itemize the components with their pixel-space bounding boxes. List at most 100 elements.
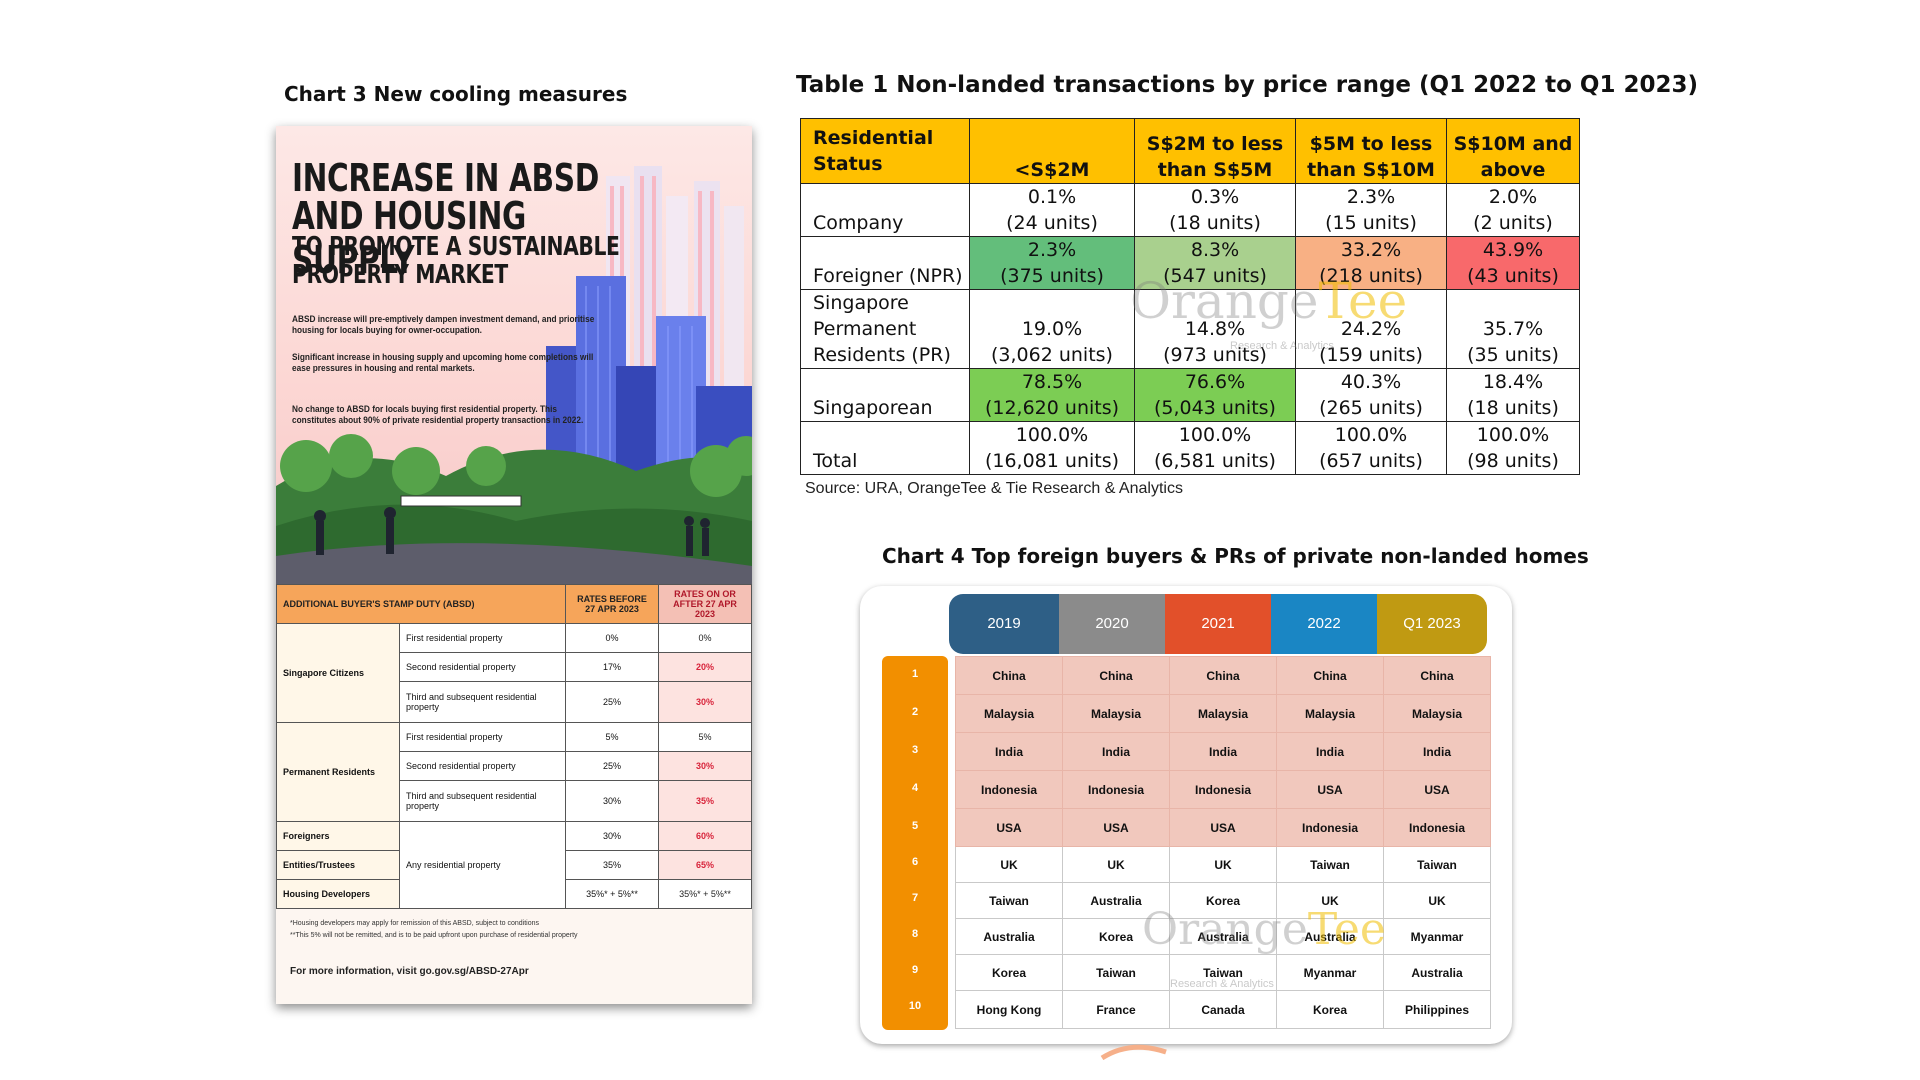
cell-units: (16,081 units): [984, 450, 1120, 472]
country-cell: UK: [955, 846, 1063, 883]
rank: 1: [911, 668, 919, 680]
cell-units: (657 units): [1319, 450, 1423, 472]
row-label: Foreigner (NPR): [800, 236, 970, 290]
country-cell: Korea: [1062, 918, 1170, 955]
country-cell: Canada: [1169, 990, 1277, 1029]
ranking-row: China China China China China: [955, 656, 1491, 695]
cell-pct: 2.3%: [1346, 186, 1396, 208]
poster-paragraph-3: No change to ABSD for locals buying firs…: [292, 404, 584, 425]
country-cell: China: [1062, 656, 1170, 695]
cell: 35.7% (35 units): [1446, 289, 1580, 369]
table1-header-col4: S$10M and above: [1446, 118, 1580, 184]
absd-property: First residential property: [399, 623, 566, 653]
top-foreign-buyers-chart: 2019 2020 2021 2022 Q1 2023 1 2 3 4 5 6 …: [860, 586, 1512, 1044]
country-cell: Myanmar: [1383, 918, 1491, 955]
country-cell: Indonesia: [1383, 808, 1491, 847]
country-cell: Taiwan: [1169, 954, 1277, 991]
cell: 2.0% (2 units): [1446, 183, 1580, 237]
absd-rate-before: 35%: [565, 850, 659, 880]
absd-rate-after: 20%: [658, 652, 752, 682]
cell-units: (2 units): [1473, 212, 1553, 234]
more-info: For more information, visit go.gov.sg/AB…: [290, 966, 529, 977]
rank: 5: [911, 820, 919, 832]
orangetee-watermark: OrangeTee: [1130, 272, 1407, 330]
country-cell: UK: [1169, 846, 1277, 883]
country-cell: Indonesia: [1062, 770, 1170, 809]
country-cell: UK: [1062, 846, 1170, 883]
country-cell: China: [1169, 656, 1277, 695]
watermark-subtitle: Research & Analytics: [1230, 340, 1334, 352]
table1-header-status: Residential Status: [800, 118, 970, 184]
transactions-table: Residential Status <S$2M S$2M to less th…: [800, 118, 1580, 475]
year-2022: 2022: [1271, 594, 1377, 654]
cell: 78.5% (12,620 units): [969, 368, 1135, 422]
country-cell: USA: [1383, 770, 1491, 809]
cell-units: (12,620 units): [984, 397, 1120, 419]
year-q1-2023: Q1 2023: [1377, 594, 1487, 654]
absd-header-before: RATES BEFORE 27 APR 2023: [565, 584, 659, 624]
absd-rate-before: 0%: [565, 623, 659, 653]
country-ranking-grid: China China China China China Malaysia M…: [955, 656, 1491, 1029]
poster-headline-1: INCREASE IN ABSD: [292, 156, 599, 200]
absd-poster: INCREASE IN ABSD AND HOUSING SUPPLY TO P…: [276, 126, 752, 1004]
cell: 19.0% (3,062 units): [969, 289, 1135, 369]
cell-pct: 14.8%: [1184, 318, 1246, 340]
country-cell: India: [1169, 732, 1277, 771]
ranking-row: Malaysia Malaysia Malaysia Malaysia Mala…: [955, 694, 1491, 733]
cell-pct: 2.3%: [1027, 239, 1077, 261]
table1-row-singaporean: Singaporean 78.5% (12,620 units) 76.6% (5,…: [800, 368, 1580, 422]
absd-rates-table: ADDITIONAL BUYER'S STAMP DUTY (ABSD) RAT…: [276, 584, 752, 909]
country-cell: Australia: [955, 918, 1063, 955]
country-cell: Indonesia: [1169, 770, 1277, 809]
watermark-orange: Orange: [1130, 272, 1319, 330]
cell: 40.3% (265 units): [1295, 368, 1447, 422]
cell-pct: 35.7%: [1482, 318, 1544, 340]
cell-pct: 24.2%: [1340, 318, 1402, 340]
absd-table-section: ADDITIONAL BUYER'S STAMP DUTY (ABSD) RAT…: [276, 584, 752, 1004]
country-cell: Taiwan: [1383, 846, 1491, 883]
cell-units: (35 units): [1467, 344, 1559, 366]
country-cell: USA: [1276, 770, 1384, 809]
cell-pct: 78.5%: [1021, 371, 1083, 393]
ranking-row: UK UK UK Taiwan Taiwan: [955, 846, 1491, 883]
country-cell: Malaysia: [1062, 694, 1170, 733]
cell: 100.0% (98 units): [1446, 421, 1580, 475]
poster-headline-2: AND HOUSING SUPPLY: [292, 194, 526, 282]
table1-row-company: Company 0.1% (24 units) 0.3% (18 units) 2.…: [800, 183, 1580, 237]
ranking-row: India India India India India: [955, 732, 1491, 771]
absd-rate-before: 35%* + 5%**: [565, 879, 659, 909]
more-info-link[interactable]: go.gov.sg/ABSD-27Apr: [419, 966, 529, 977]
cell: 100.0% (16,081 units): [969, 421, 1135, 475]
year-2021: 2021: [1165, 594, 1271, 654]
chart3-caption: Chart 3 New cooling measures: [284, 82, 628, 106]
table1-header-col3: $5M to less than S$10M: [1295, 118, 1447, 184]
cell-units: (547 units): [1163, 265, 1267, 287]
chart4-caption: Chart 4 Top foreign buyers & PRs of priv…: [882, 544, 1589, 568]
country-cell: India: [1276, 732, 1384, 771]
absd-property: Any residential property: [399, 821, 566, 909]
cell-units: (6,581 units): [1154, 450, 1276, 472]
cell-pct: 100.0%: [1178, 424, 1252, 446]
country-cell: USA: [955, 808, 1063, 847]
rank: 9: [911, 964, 919, 976]
orangetee-logo-fragment: [1100, 1044, 1167, 1060]
absd-rate-after: 65%: [658, 850, 752, 880]
absd-rate-before: 5%: [565, 722, 659, 752]
poster-subheadline-1: TO PROMOTE A SUSTAINABLE: [292, 232, 620, 262]
poster-illustration: INCREASE IN ABSD AND HOUSING SUPPLY TO P…: [276, 126, 752, 586]
cell: 0.3% (18 units): [1134, 183, 1296, 237]
absd-note-1: *Housing developers may apply for remiss…: [290, 920, 540, 927]
row-label: Singapore Permanent Residents (PR): [800, 289, 970, 369]
absd-group: Housing Developers: [276, 879, 400, 909]
absd-property: Third and subsequent residential propert…: [399, 681, 566, 723]
poster-paragraph-1: ABSD increase will pre-emptively dampen …: [292, 314, 595, 335]
country-cell: Malaysia: [1276, 694, 1384, 733]
row-label: Total: [800, 421, 970, 475]
cell-units: (43 units): [1467, 265, 1559, 287]
cell: 76.6% (5,043 units): [1134, 368, 1296, 422]
country-cell: Indonesia: [1276, 808, 1384, 847]
absd-rate-after: 5%: [658, 722, 752, 752]
cell-pct: 40.3%: [1340, 371, 1402, 393]
cell: 2.3% (375 units): [969, 236, 1135, 290]
cell: 2.3% (15 units): [1295, 183, 1447, 237]
